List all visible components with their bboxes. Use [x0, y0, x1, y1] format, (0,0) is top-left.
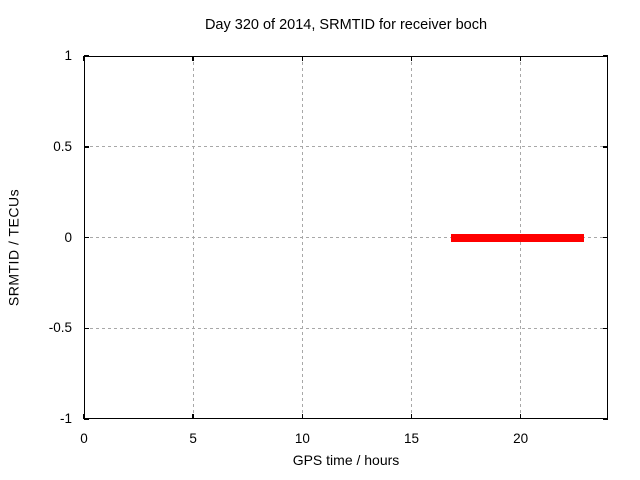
x-tick-label: 5	[189, 431, 197, 446]
x-tick-bottom	[519, 414, 522, 419]
y-gridline	[84, 327, 608, 329]
y-tick-left	[84, 418, 89, 420]
x-tick-top	[410, 56, 413, 61]
x-tick-top	[192, 56, 194, 61]
y-tick-label: 0.5	[53, 138, 72, 154]
x-axis-label: GPS time / hours	[292, 452, 400, 468]
y-tick-label: 0	[64, 229, 72, 245]
plot-area	[83, 55, 608, 420]
y-gridline	[84, 237, 608, 238]
y-tick-label: -0.5	[48, 320, 72, 336]
y-tick-left	[84, 236, 89, 239]
y-tick-label: 1	[64, 48, 72, 63]
y-tick-right	[603, 327, 608, 329]
y-tick-right	[603, 55, 608, 57]
chart-title: Day 320 of 2014, SRMTID for receiver boc…	[204, 17, 488, 33]
x-tick-top	[519, 56, 522, 61]
y-tick-left	[84, 146, 89, 148]
y-axis-label: SRMTID / TECUs	[5, 188, 22, 307]
x-tick-bottom	[192, 414, 194, 419]
y-tick-right	[603, 146, 608, 148]
x-tick-label: 10	[294, 431, 310, 446]
x-tick-top	[83, 56, 85, 61]
y-tick-left	[84, 55, 89, 57]
x-tick-label: 20	[513, 431, 529, 446]
x-tick-top	[301, 56, 304, 61]
y-tick-right	[603, 418, 608, 420]
series-line-srmtid	[450, 233, 584, 242]
x-tick-label: 0	[80, 431, 88, 446]
y-gridline	[84, 146, 608, 148]
y-tick-right	[603, 236, 608, 239]
y-tick-label: -1	[59, 411, 72, 426]
x-tick-bottom	[301, 414, 304, 419]
x-tick-bottom	[410, 414, 413, 419]
y-tick-left	[84, 327, 89, 329]
x-tick-label: 15	[403, 431, 420, 446]
